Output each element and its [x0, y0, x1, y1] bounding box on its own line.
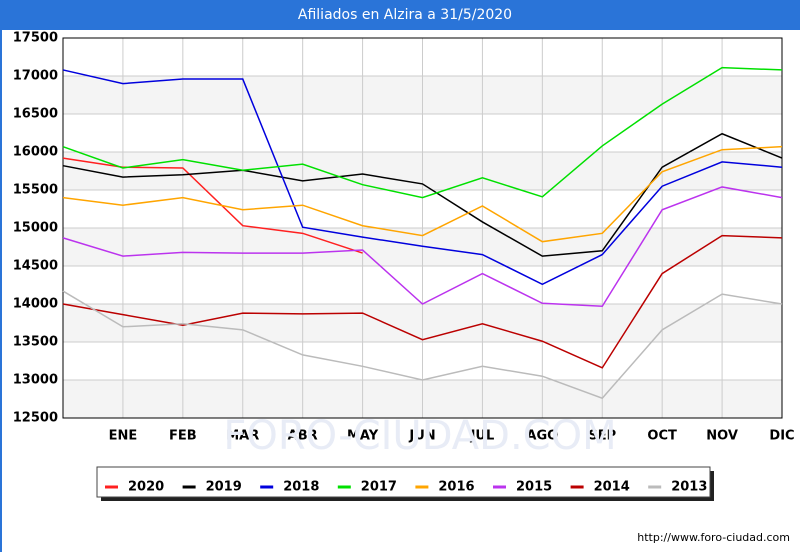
- y-tick-label: 15000: [13, 221, 58, 236]
- series-line: [62, 69, 783, 286]
- y-tick-label: 15500: [13, 183, 58, 198]
- watermark: FORO-CIUDAD.COM: [223, 413, 616, 459]
- x-tick-label: OCT: [647, 429, 677, 444]
- series-lines: [62, 66, 783, 400]
- x-tick-label: NOV: [706, 429, 738, 444]
- x-tick-label: MAY: [347, 429, 379, 444]
- legend-entries: 2020 2019 2018 2017 2016 2015 2014 2013: [105, 480, 707, 495]
- series-line: [62, 145, 783, 243]
- plot-area: 12500 13000 13500 14000 14500 15000 15500 16000…: [13, 31, 795, 444]
- x-tick-label: FEB: [169, 429, 197, 444]
- legend-label: 2014: [594, 480, 630, 495]
- series-line: [62, 66, 783, 199]
- x-tick-label: ENE: [109, 429, 138, 444]
- legend-label: 2017: [361, 480, 397, 495]
- y-tick-label: 13500: [13, 335, 58, 350]
- x-tick-label: AGO: [526, 429, 558, 444]
- y-tick-label: 17500: [13, 31, 58, 46]
- y-tick-label: 16000: [13, 145, 58, 160]
- y-tick-label: 17000: [13, 69, 58, 84]
- series-line: [62, 157, 363, 254]
- legend-label: 2018: [283, 480, 319, 495]
- y-tick-label: 14000: [13, 297, 58, 312]
- x-tick-label: ABR: [288, 429, 318, 444]
- x-tick-label: MAR: [226, 429, 259, 444]
- series-line: [62, 132, 783, 257]
- legend-label: 2020: [128, 480, 164, 495]
- y-tick-label: 14500: [13, 259, 58, 274]
- y-tick-label: 16500: [13, 107, 58, 122]
- legend-label: 2013: [671, 480, 707, 495]
- series-line: [62, 186, 783, 308]
- x-tick-label: JUN: [408, 429, 435, 444]
- footer: http://www.foro-ciudad.com: [637, 531, 790, 544]
- title-bar: [0, 0, 800, 30]
- chart-title: Afiliados en Alzira a 31/5/2020: [298, 7, 512, 23]
- legend: [96, 466, 711, 498]
- x-tick-label: DIC: [769, 429, 794, 444]
- plot-frame: [62, 37, 783, 419]
- x-tick-label: SEP: [588, 429, 616, 444]
- legend-label: 2016: [438, 480, 474, 495]
- y-tick-label: 13000: [13, 373, 58, 388]
- legend-label: 2019: [206, 480, 242, 495]
- series-line: [62, 290, 783, 400]
- y-tick-label: 12500: [13, 411, 58, 426]
- series-line: [62, 234, 783, 369]
- x-tick-label: JUL: [470, 429, 495, 444]
- legend-label: 2015: [516, 480, 552, 495]
